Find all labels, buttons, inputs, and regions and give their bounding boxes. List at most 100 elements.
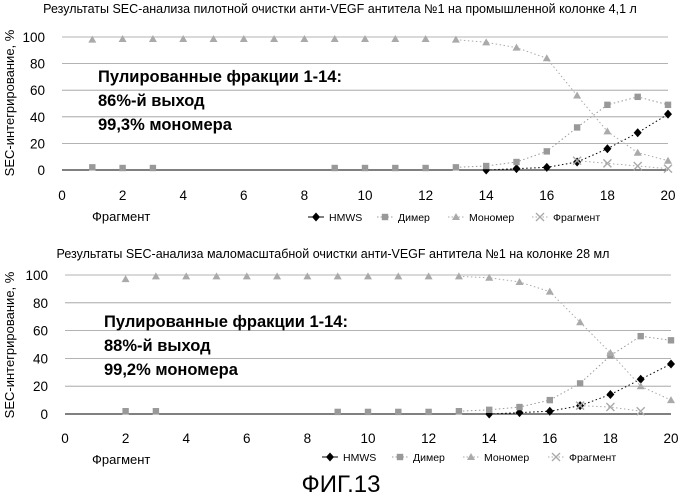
data-point (577, 380, 583, 386)
data-point (513, 159, 519, 165)
data-point (210, 35, 218, 42)
data-point (606, 349, 614, 356)
data-point (635, 94, 641, 100)
data-point (335, 409, 341, 415)
x-tick-label: 10 (360, 431, 375, 446)
y-tick-label: 40 (30, 110, 45, 125)
data-point (664, 110, 672, 119)
data-point (516, 404, 522, 410)
data-point (364, 272, 372, 279)
annotation-line-3: 99,2% мономера (104, 361, 239, 379)
data-point (422, 35, 430, 42)
x-tick-label: 16 (539, 188, 554, 203)
x-tick-label: 8 (301, 188, 309, 203)
data-point (425, 409, 431, 415)
data-point (604, 102, 610, 108)
data-point (152, 272, 160, 279)
data-point (240, 35, 248, 42)
x-tick-label: 18 (603, 431, 618, 446)
data-point (422, 165, 428, 171)
data-point (153, 408, 159, 414)
chart-title: Результаты SEC-анализа пилотной очистки … (43, 2, 637, 16)
data-point (331, 35, 339, 42)
data-point (665, 102, 671, 108)
x-tick-label: 14 (482, 431, 498, 446)
legend-label: Фрагмент (553, 212, 600, 224)
data-point (634, 162, 642, 170)
data-point (392, 165, 398, 171)
data-point (634, 128, 642, 137)
series-3 (576, 402, 645, 416)
data-point (543, 54, 551, 61)
data-point (182, 272, 190, 279)
data-point (513, 44, 521, 51)
data-point (664, 157, 672, 164)
legend-label: Фрагмент (569, 452, 616, 464)
data-point (179, 35, 187, 42)
data-point (150, 165, 156, 171)
x-tick-label: 12 (418, 188, 433, 203)
y-tick-label: 0 (37, 163, 45, 178)
data-point (213, 272, 221, 279)
y-tick-label: 20 (30, 136, 45, 151)
annotation-line-1: Пулированные фракции 1-14: (104, 313, 348, 331)
data-point (606, 390, 614, 399)
data-point (362, 165, 368, 171)
y-tick-label: 100 (22, 30, 45, 45)
data-point (361, 35, 369, 42)
y-tick-label: 80 (30, 57, 45, 72)
data-point (576, 318, 584, 325)
x-tick-label: 12 (421, 431, 436, 446)
legend: HMWS Димер Мономер Фрагмент (322, 452, 616, 464)
data-point (89, 164, 95, 170)
series-0 (482, 110, 672, 175)
legend-label: HMWS (343, 452, 376, 464)
data-point (122, 408, 128, 414)
x-tick-label: 18 (600, 188, 615, 203)
data-point (391, 35, 399, 42)
legend-marker (326, 453, 334, 462)
y-tick-label: 20 (33, 379, 48, 394)
series-line (577, 161, 668, 169)
data-point (425, 272, 433, 279)
y-axis-label: SEC-интегрирование, % (2, 29, 17, 176)
x-tick-label: 20 (663, 431, 678, 446)
x-tick-label: 6 (240, 188, 248, 203)
legend-marker (312, 213, 320, 222)
legend-label: Мономер (484, 452, 529, 464)
y-tick-label: 0 (40, 407, 48, 422)
y-tick-label: 40 (33, 351, 48, 366)
annotation-line-3: 99,3% мономера (98, 116, 233, 134)
series-line (456, 40, 668, 161)
data-point (455, 272, 463, 279)
data-point (603, 144, 611, 153)
annotation-line-1: Пулированные фракции 1-14: (98, 68, 342, 86)
data-point (667, 396, 675, 403)
x-tick-label: 2 (119, 188, 127, 203)
x-tick-label: 14 (479, 188, 495, 203)
data-point (513, 164, 521, 173)
annotation-line-2: 88%-й выход (104, 337, 211, 355)
data-point (546, 288, 554, 295)
figure-label: ФИГ.13 (302, 471, 381, 498)
data-point (544, 148, 550, 154)
legend-label: Димер (398, 212, 430, 224)
legend-label: Мономер (469, 212, 514, 224)
data-point (300, 35, 308, 42)
data-point (270, 35, 278, 42)
y-tick-label: 100 (25, 268, 48, 283)
legend-label: Димер (413, 452, 445, 464)
y-axis-label: SEC-интегрирование, % (2, 271, 17, 418)
chart-top: Результаты SEC-анализа пилотной очистки … (2, 2, 676, 224)
data-point (486, 407, 492, 413)
chart-title: Результаты SEC-анализа маломасштабной оч… (57, 247, 610, 261)
x-axis-label: Фрагмент (92, 452, 150, 467)
x-tick-label: 10 (357, 188, 372, 203)
data-point (332, 165, 338, 171)
data-point (574, 124, 580, 130)
x-tick-label: 4 (182, 431, 190, 446)
x-tick-label: 6 (243, 431, 251, 446)
x-tick-label: 0 (58, 188, 66, 203)
data-point (547, 397, 553, 403)
data-point (243, 272, 251, 279)
